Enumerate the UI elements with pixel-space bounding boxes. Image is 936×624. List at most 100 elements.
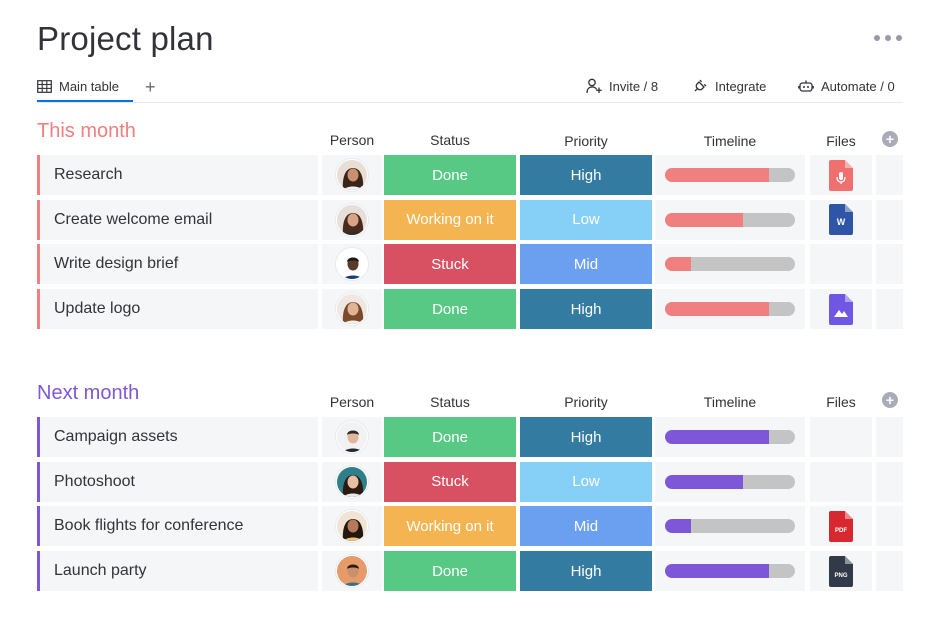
svg-text:PDF: PDF xyxy=(835,528,847,534)
files-cell[interactable] xyxy=(810,155,872,195)
automate-button[interactable]: Automate / 0 xyxy=(798,76,895,96)
status-cell[interactable]: Done xyxy=(384,155,516,195)
page-title: Project plan xyxy=(37,20,214,57)
column-header-files[interactable]: Files xyxy=(826,394,856,410)
timeline-bar[interactable] xyxy=(665,168,795,182)
avatar-woman-curly-hair[interactable] xyxy=(336,159,368,191)
timeline-cell[interactable] xyxy=(655,551,805,592)
column-header-files[interactable]: Files xyxy=(826,133,856,149)
item-name-cell[interactable]: Campaign assets xyxy=(37,417,318,457)
invite-button[interactable]: Invite / 8 xyxy=(586,76,658,96)
person-cell[interactable] xyxy=(322,289,382,330)
files-cell[interactable] xyxy=(810,244,872,285)
column-header-priority[interactable]: Priority xyxy=(564,394,608,410)
timeline-bar[interactable] xyxy=(665,519,795,534)
status-label: Done xyxy=(432,428,468,446)
person-cell[interactable] xyxy=(322,551,382,592)
priority-cell[interactable]: High xyxy=(520,289,652,330)
timeline-bar[interactable] xyxy=(665,474,795,489)
item-name-cell[interactable]: Photoshoot xyxy=(37,461,318,502)
view-tabs: Main table + xyxy=(37,72,156,102)
timeline-cell[interactable] xyxy=(655,506,805,547)
svg-text:PNG: PNG xyxy=(834,573,847,579)
files-cell[interactable]: PDF xyxy=(810,506,872,547)
item-name-cell[interactable]: Launch party xyxy=(37,551,318,592)
column-header-priority[interactable]: Priority xyxy=(564,133,608,149)
item-name-cell[interactable]: Research xyxy=(37,155,318,195)
priority-cell[interactable]: Mid xyxy=(520,244,652,285)
avatar-man-beard[interactable] xyxy=(336,248,368,281)
row-end-cell xyxy=(876,289,903,330)
pdf-file-icon[interactable]: PDF xyxy=(829,510,853,542)
png-file-icon[interactable]: PNG xyxy=(829,555,853,587)
files-cell[interactable] xyxy=(810,461,872,502)
timeline-bar[interactable] xyxy=(665,564,795,579)
timeline-cell[interactable] xyxy=(655,199,805,240)
timeline-cell[interactable] xyxy=(655,155,805,195)
item-name-cell[interactable]: Update logo xyxy=(37,289,318,330)
avatar-man-suit[interactable] xyxy=(336,421,368,453)
item-name-cell[interactable]: Write design brief xyxy=(37,244,318,285)
avatar-man-smiling[interactable] xyxy=(336,555,368,588)
timeline-cell[interactable] xyxy=(655,417,805,457)
timeline-bar[interactable] xyxy=(665,302,795,317)
avatar-woman-long-hair[interactable] xyxy=(336,203,368,236)
add-column-button[interactable]: + xyxy=(882,131,898,147)
files-cell[interactable] xyxy=(810,417,872,457)
files-cell[interactable]: PNG xyxy=(810,551,872,592)
priority-cell[interactable]: Low xyxy=(520,461,652,502)
priority-cell[interactable]: High xyxy=(520,417,652,457)
timeline-progress xyxy=(665,257,691,272)
timeline-cell[interactable] xyxy=(655,461,805,502)
group-title[interactable]: Next month xyxy=(37,382,140,404)
person-cell[interactable] xyxy=(322,155,382,195)
priority-cell[interactable]: High xyxy=(520,155,652,195)
files-cell[interactable]: W xyxy=(810,199,872,240)
timeline-cell[interactable] xyxy=(655,244,805,285)
more-options-icon[interactable] xyxy=(874,34,902,42)
status-cell[interactable]: Done xyxy=(384,417,516,457)
avatar-woman-smiling[interactable] xyxy=(336,293,368,326)
add-column-button[interactable]: + xyxy=(882,392,898,408)
person-cell[interactable] xyxy=(322,506,382,547)
tab-main-table[interactable]: Main table xyxy=(37,72,133,102)
word-file-icon[interactable]: W xyxy=(829,204,853,236)
timeline-cell[interactable] xyxy=(655,289,805,330)
timeline-bar[interactable] xyxy=(665,212,795,227)
item-name-cell[interactable]: Create welcome email xyxy=(37,199,318,240)
column-header-timeline[interactable]: Timeline xyxy=(703,394,757,410)
priority-cell[interactable]: Low xyxy=(520,199,652,240)
priority-cell[interactable]: Mid xyxy=(520,506,652,547)
status-cell[interactable]: Done xyxy=(384,289,516,330)
person-cell[interactable] xyxy=(322,199,382,240)
status-cell[interactable]: Working on it xyxy=(384,199,516,240)
status-cell[interactable]: Done xyxy=(384,551,516,592)
column-header-timeline[interactable]: Timeline xyxy=(703,133,757,149)
person-cell[interactable] xyxy=(322,461,382,502)
avatar-woman-blonde[interactable] xyxy=(336,465,368,498)
add-view-button[interactable]: + xyxy=(144,77,156,97)
column-header-person[interactable]: Person xyxy=(329,394,375,410)
image-file-icon[interactable] xyxy=(829,293,853,325)
column-header-status[interactable]: Status xyxy=(430,394,470,410)
item-name-cell[interactable]: Book flights for conference xyxy=(37,506,318,547)
status-cell[interactable]: Stuck xyxy=(384,244,516,285)
tab-main-table-label: Main table xyxy=(59,78,119,94)
person-cell[interactable] xyxy=(322,417,382,457)
integrate-button[interactable]: Integrate xyxy=(692,76,766,96)
status-cell[interactable]: Working on it xyxy=(384,506,516,547)
table-row: Campaign assets Done High xyxy=(37,417,903,457)
person-cell[interactable] xyxy=(322,244,382,285)
files-cell[interactable] xyxy=(810,289,872,330)
timeline-bar[interactable] xyxy=(665,430,795,444)
timeline-bar[interactable] xyxy=(665,257,795,272)
item-name: Photoshoot xyxy=(54,472,135,490)
group-title[interactable]: This month xyxy=(37,120,136,142)
status-cell[interactable]: Stuck xyxy=(384,461,516,502)
column-header-person[interactable]: Person xyxy=(329,132,375,148)
status-label: Stuck xyxy=(431,255,469,273)
avatar-woman-curly-dark[interactable] xyxy=(336,510,368,543)
priority-cell[interactable]: High xyxy=(520,551,652,592)
column-header-status[interactable]: Status xyxy=(430,132,470,148)
audio-file-icon[interactable] xyxy=(829,159,853,191)
